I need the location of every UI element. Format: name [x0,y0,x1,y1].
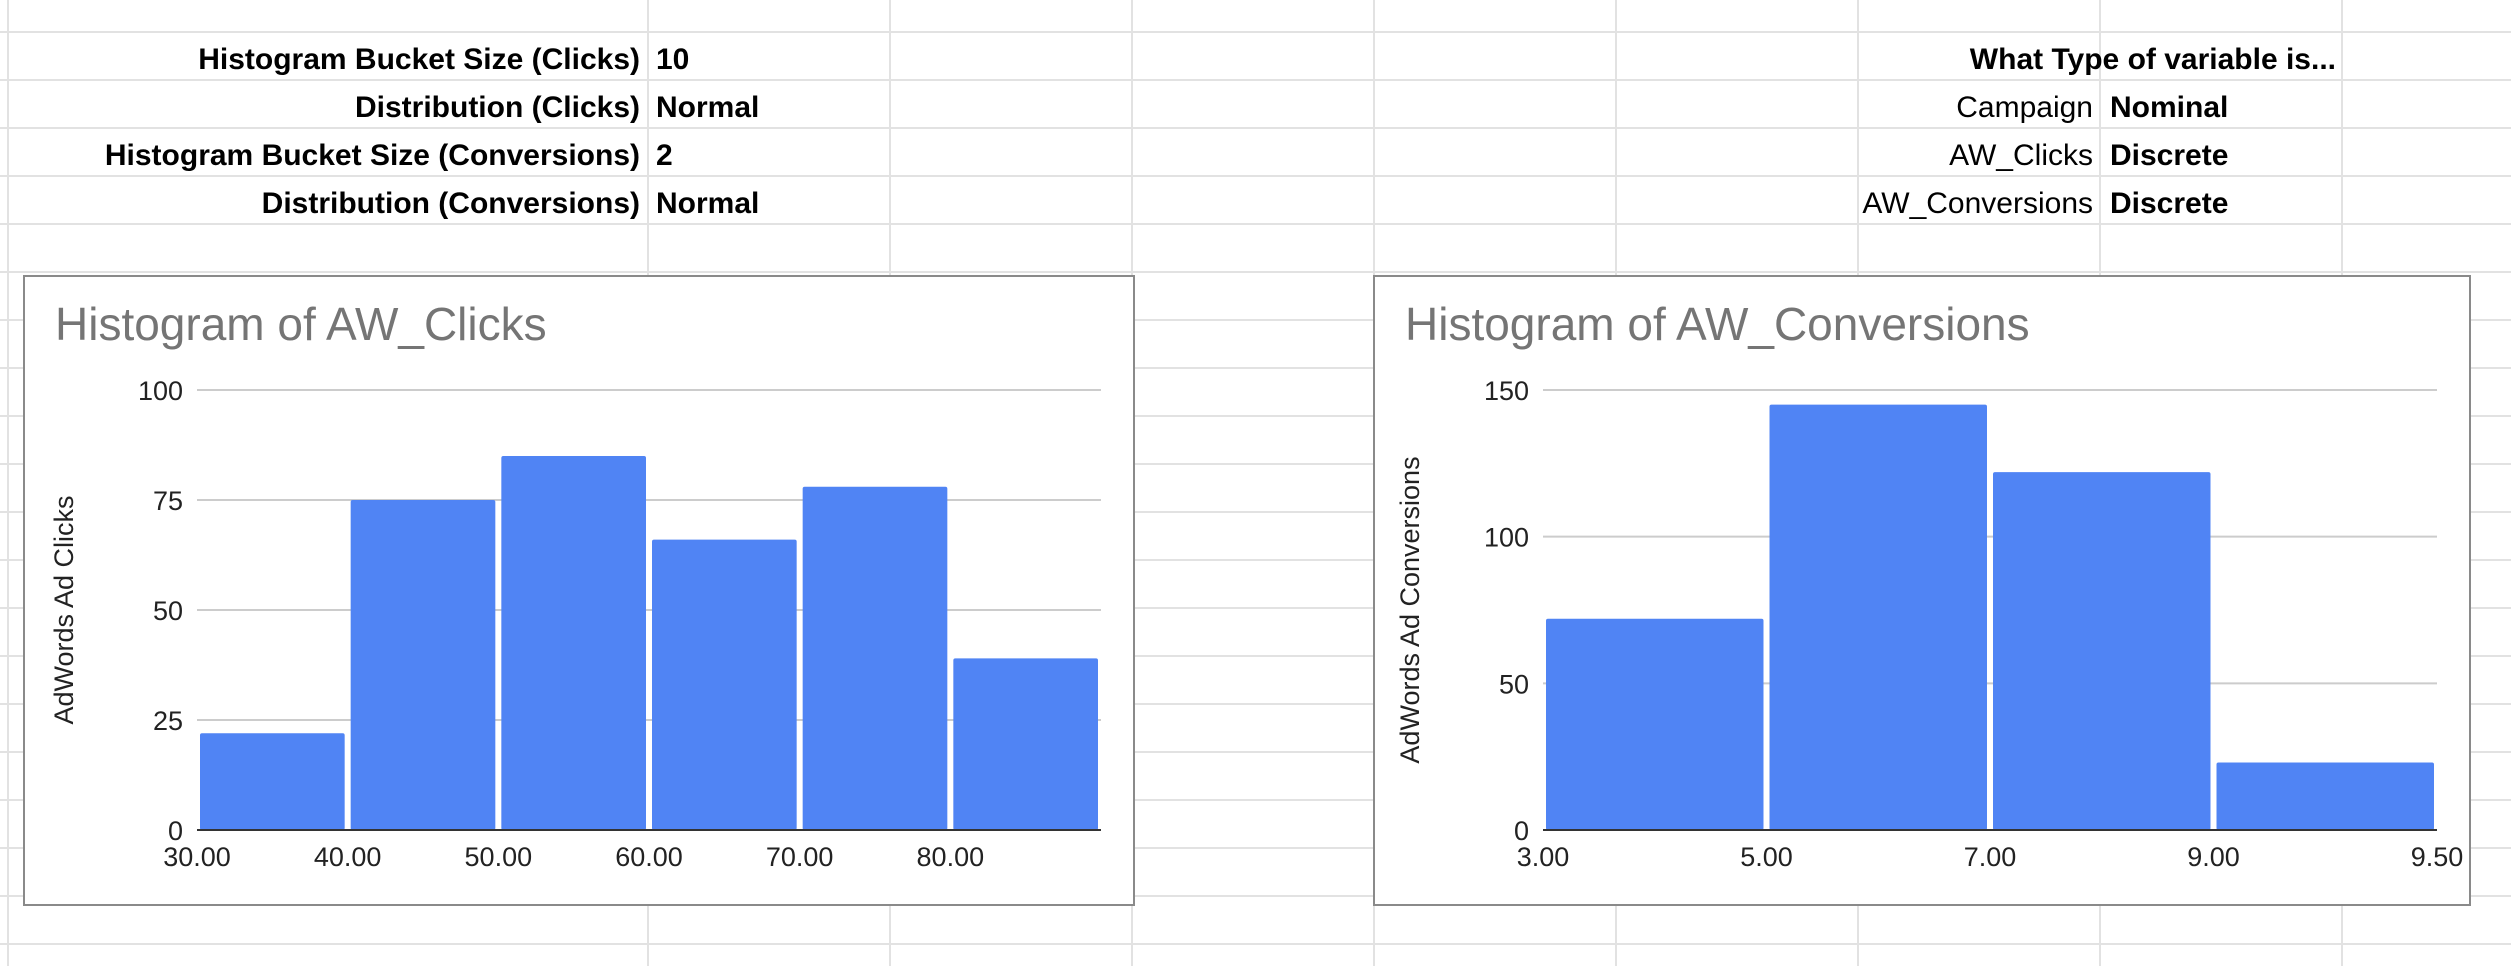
y-tick-label: 100 [138,376,183,406]
clicks-histogram-chart[interactable]: Histogram of AW_Clicks 0 25 50 75 100 AdWords … [23,275,1135,906]
info-value-distribution-clicks[interactable]: Normal [656,91,760,124]
x-tick-label: 9.00 [2187,842,2240,872]
histogram-bar [350,500,496,830]
histogram-bar [501,456,646,830]
info-value-bucket-clicks[interactable]: 10 [656,43,690,76]
variable-type-aw-conversions[interactable]: Discrete [2110,187,2229,220]
histogram-bar [652,539,797,830]
info-label-bucket-conversions[interactable]: Histogram Bucket Size (Conversions) [104,139,640,172]
variable-type-aw-clicks[interactable]: Discrete [2110,139,2229,172]
variable-type-campaign[interactable]: Nominal [2110,91,2229,124]
histogram-bar [953,658,1098,830]
histogram-bar [802,486,948,830]
variable-label-campaign[interactable]: Campaign [1956,91,2093,124]
conversions-histogram-svg: Histogram of AW_Conversions 0 50 100 150 AdWo… [1395,298,2464,872]
histogram-bar [200,733,345,830]
y-tick-label: 150 [1484,376,1529,406]
clicks-histogram-svg: Histogram of AW_Clicks 0 25 50 75 100 AdWords … [49,298,1101,872]
x-tick-label: 9.50 [2411,842,2464,872]
y-tick-label: 50 [1499,669,1529,699]
y-axis-label: AdWords Ad Conversions [1395,456,1425,763]
variable-label-aw-conversions[interactable]: AW_Conversions [1862,187,2093,220]
histogram-bar [2216,762,2434,830]
x-tick-label: 3.00 [1517,842,1570,872]
info-label-distribution-clicks[interactable]: Distribution (Clicks) [354,91,640,124]
histogram-bar [1993,472,2211,830]
histogram-bar [1769,404,1987,830]
variable-label-aw-clicks[interactable]: AW_Clicks [1949,139,2093,172]
x-tick-label: 30.00 [163,842,231,872]
x-tick-label: 40.00 [314,842,382,872]
variable-table-header[interactable]: What Type of variable is... [1969,43,2336,76]
x-tick-label: 70.00 [766,842,834,872]
info-value-distribution-conversions[interactable]: Normal [656,187,760,220]
y-axis-label: AdWords Ad Clicks [49,495,79,724]
info-value-bucket-conversions[interactable]: 2 [656,139,673,172]
y-tick-label: 0 [1514,816,1529,846]
info-label-distribution-conversions[interactable]: Distribution (Conversions) [261,187,640,220]
info-label-bucket-clicks[interactable]: Histogram Bucket Size (Clicks) [198,43,640,76]
histogram-bar [1546,618,1764,830]
conversions-histogram-chart[interactable]: Histogram of AW_Conversions 0 50 100 150 AdWo… [1373,275,2471,906]
x-tick-label: 80.00 [917,842,985,872]
y-tick-label: 0 [168,816,183,846]
x-tick-label: 50.00 [465,842,533,872]
chart-title: Histogram of AW_Conversions [1405,298,2030,350]
chart-title: Histogram of AW_Clicks [55,298,547,350]
y-tick-label: 75 [153,486,183,516]
x-tick-label: 60.00 [615,842,683,872]
x-tick-label: 7.00 [1964,842,2017,872]
y-tick-label: 50 [153,596,183,626]
x-tick-label: 5.00 [1740,842,1793,872]
y-tick-label: 25 [153,706,183,736]
y-tick-label: 100 [1484,523,1529,553]
